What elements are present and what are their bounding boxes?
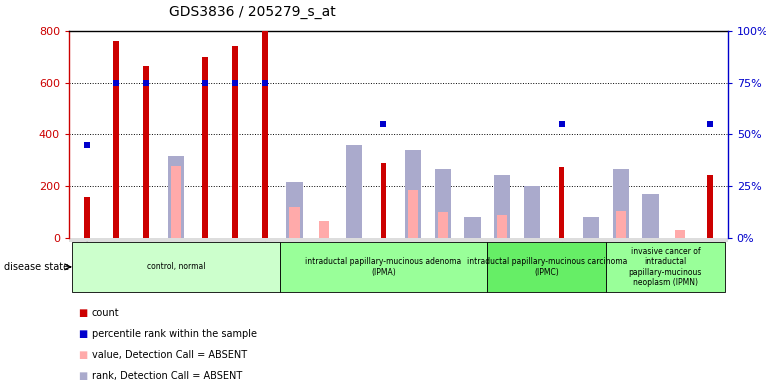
Text: intraductal papillary-mucinous carcinoma
(IPMC): intraductal papillary-mucinous carcinoma… bbox=[466, 257, 627, 276]
Bar bbox=[72, 242, 280, 292]
Bar bbox=[616, 211, 626, 238]
Bar bbox=[319, 221, 329, 238]
Bar bbox=[583, 217, 599, 238]
Text: disease state: disease state bbox=[4, 262, 69, 272]
Text: value, Detection Call = ABSENT: value, Detection Call = ABSENT bbox=[92, 350, 247, 360]
Bar bbox=[83, 197, 90, 238]
Bar bbox=[286, 182, 303, 238]
Bar bbox=[497, 215, 507, 238]
Bar bbox=[262, 31, 268, 238]
Bar bbox=[381, 163, 387, 238]
Bar bbox=[143, 66, 149, 238]
Bar bbox=[290, 207, 300, 238]
Bar bbox=[171, 166, 181, 238]
Bar bbox=[280, 242, 487, 292]
Text: ■: ■ bbox=[78, 350, 87, 360]
Bar bbox=[487, 242, 606, 292]
Bar bbox=[494, 175, 510, 238]
Bar bbox=[643, 194, 659, 238]
Text: percentile rank within the sample: percentile rank within the sample bbox=[92, 329, 257, 339]
Text: control, normal: control, normal bbox=[146, 262, 205, 271]
Bar bbox=[113, 41, 119, 238]
Bar bbox=[558, 167, 565, 238]
Bar bbox=[168, 156, 184, 238]
Bar bbox=[408, 190, 418, 238]
Text: ■: ■ bbox=[78, 308, 87, 318]
Bar bbox=[613, 169, 629, 238]
Bar bbox=[232, 46, 238, 238]
Bar bbox=[202, 56, 208, 238]
Bar bbox=[437, 212, 448, 238]
Bar bbox=[524, 186, 540, 238]
Text: count: count bbox=[92, 308, 119, 318]
Bar bbox=[405, 150, 421, 238]
Bar bbox=[606, 242, 725, 292]
Bar bbox=[434, 169, 451, 238]
Text: invasive cancer of
intraductal
papillary-mucinous
neoplasm (IPMN): invasive cancer of intraductal papillary… bbox=[629, 247, 702, 287]
Text: ■: ■ bbox=[78, 329, 87, 339]
Text: ■: ■ bbox=[78, 371, 87, 381]
Bar bbox=[464, 217, 480, 238]
Text: GDS3836 / 205279_s_at: GDS3836 / 205279_s_at bbox=[169, 5, 336, 19]
Text: intraductal papillary-mucinous adenoma
(IPMA): intraductal papillary-mucinous adenoma (… bbox=[306, 257, 462, 276]
Bar bbox=[345, 145, 362, 238]
Bar bbox=[707, 175, 713, 238]
Text: rank, Detection Call = ABSENT: rank, Detection Call = ABSENT bbox=[92, 371, 242, 381]
Bar bbox=[675, 230, 686, 238]
